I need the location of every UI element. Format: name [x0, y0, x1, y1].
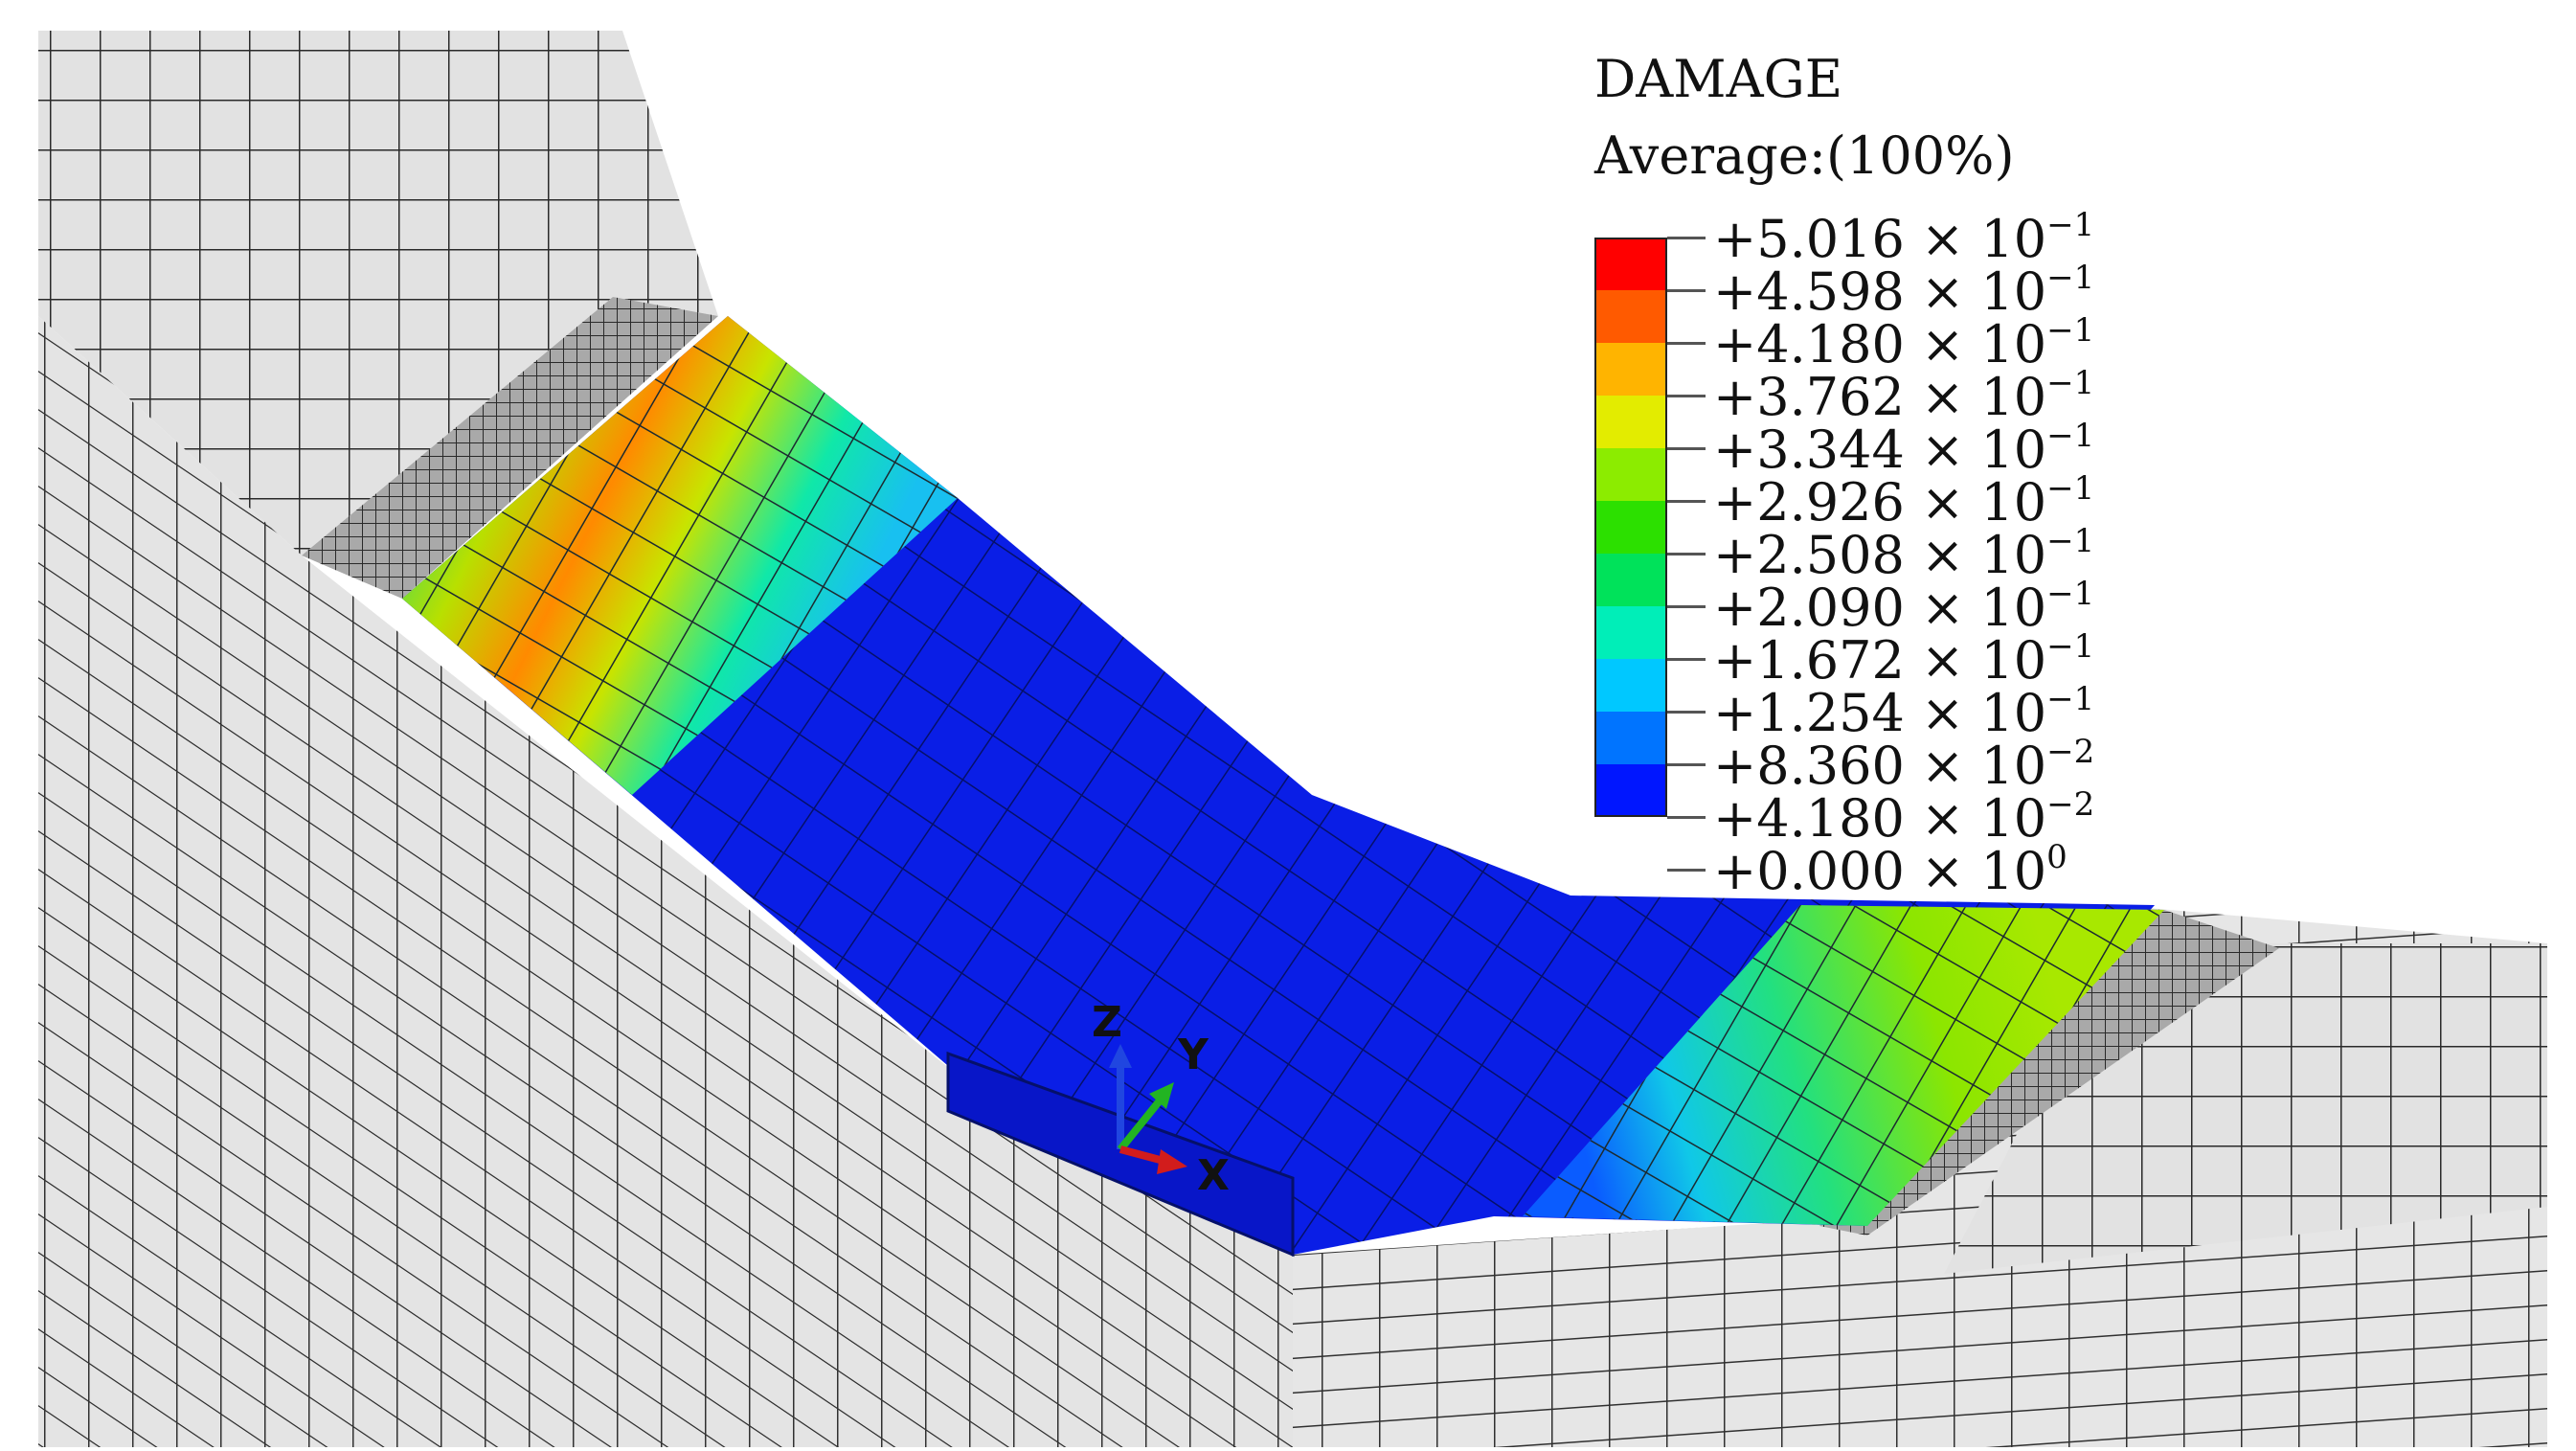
axis-triad: Z Y X — [1092, 998, 1230, 1200]
legend-value-times: × 10 — [1904, 683, 2047, 743]
legend-value-mantissa: +4.180 — [1713, 314, 1905, 374]
liner-end-face — [946, 1051, 1295, 1258]
legend-title: DAMAGE — [1594, 49, 1843, 109]
legend-swatch — [1594, 501, 1667, 554]
legend-swatch — [1594, 396, 1667, 448]
legend-value-label: +0.000 × 100 — [1713, 841, 2068, 897]
legend-value-times: × 10 — [1904, 419, 2047, 480]
legend-value-exponent: −2 — [2046, 733, 2095, 771]
legend-value-exponent: −2 — [2046, 785, 2095, 824]
legend-value-mantissa: +2.090 — [1713, 578, 1905, 638]
legend-value-exponent: −1 — [2046, 469, 2095, 508]
legend-swatch — [1594, 238, 1667, 290]
legend-value-mantissa: +4.598 — [1713, 261, 1905, 322]
legend-value-mantissa: +1.254 — [1713, 683, 1905, 743]
legend-value-times: × 10 — [1904, 788, 2047, 849]
legend-value-label: +3.762 × 10−1 — [1713, 367, 2094, 423]
legend-value-exponent: −1 — [2046, 575, 2095, 613]
legend-value-label: +4.180 × 10−1 — [1713, 314, 2094, 371]
legend-swatch — [1594, 290, 1667, 343]
legend-tick — [1667, 342, 1706, 345]
z-axis-label: Z — [1092, 998, 1122, 1047]
legend-value-label: +4.180 × 10−2 — [1713, 788, 2094, 845]
legend-tick — [1667, 658, 1706, 661]
legend-value-times: × 10 — [1904, 367, 2047, 427]
legend-value-exponent: −1 — [2046, 364, 2095, 402]
legend-value-label: +8.360 × 10−2 — [1713, 736, 2094, 792]
legend-value-times: × 10 — [1904, 525, 2047, 585]
legend-value-mantissa: +8.360 — [1713, 736, 1905, 796]
legend-value-times: × 10 — [1904, 314, 2047, 374]
legend-swatch — [1594, 554, 1667, 606]
left-slope-face — [38, 316, 1293, 1447]
legend-tick — [1667, 447, 1706, 450]
legend-swatch — [1594, 606, 1667, 659]
legend-value-times: × 10 — [1904, 841, 2047, 901]
legend-value-times: × 10 — [1904, 578, 2047, 638]
legend-swatch — [1594, 343, 1667, 396]
legend-tick — [1667, 500, 1706, 503]
legend-tick — [1667, 869, 1706, 872]
legend-value-times: × 10 — [1904, 630, 2047, 691]
legend-swatch — [1594, 448, 1667, 501]
legend-value-label: +1.254 × 10−1 — [1713, 683, 2094, 739]
legend-value-exponent: −1 — [2046, 206, 2095, 244]
legend-value-exponent: −1 — [2046, 259, 2095, 297]
legend-tick — [1667, 816, 1706, 819]
legend-subtitle: Average:(100%) — [1594, 125, 2015, 186]
legend-value-mantissa: +4.180 — [1713, 788, 1905, 849]
legend-value-mantissa: +2.926 — [1713, 472, 1905, 533]
legend-tick — [1667, 763, 1706, 766]
legend-tick — [1667, 605, 1706, 608]
legend-value-label: +3.344 × 10−1 — [1713, 419, 2094, 476]
legend-value-times: × 10 — [1904, 472, 2047, 533]
legend-tick — [1667, 553, 1706, 555]
x-axis-label: X — [1197, 1151, 1230, 1200]
legend-value-exponent: 0 — [2046, 838, 2068, 876]
legend-value-mantissa: +1.672 — [1713, 630, 1905, 691]
x-axis-arrow — [1119, 1145, 1165, 1165]
legend-value-times: × 10 — [1904, 209, 2047, 269]
legend-value-exponent: −1 — [2046, 417, 2095, 455]
legend-value-label: +2.090 × 10−1 — [1713, 578, 2094, 634]
legend-value-label: +5.016 × 10−1 — [1713, 209, 2094, 265]
legend-value-exponent: −1 — [2046, 680, 2095, 718]
legend-tick — [1667, 289, 1706, 292]
legend-swatch — [1594, 764, 1667, 817]
left-ground-surface — [38, 31, 718, 555]
legend-value-mantissa: +2.508 — [1713, 525, 1905, 585]
legend-value-times: × 10 — [1904, 261, 2047, 322]
y-axis-label: Y — [1177, 1031, 1209, 1079]
legend-swatch — [1594, 659, 1667, 712]
legend-tick — [1667, 711, 1706, 714]
left-crest-fine-mesh — [302, 297, 718, 599]
legend-value-mantissa: +3.344 — [1713, 419, 1905, 480]
legend-value-label: +2.926 × 10−1 — [1713, 472, 2094, 529]
legend-tick — [1667, 237, 1706, 239]
y-axis-arrow — [1117, 1097, 1164, 1152]
legend-value-mantissa: +3.762 — [1713, 367, 1905, 427]
legend-value-mantissa: +5.016 — [1713, 209, 1905, 269]
legend-value-exponent: −1 — [2046, 627, 2095, 666]
legend-swatch — [1594, 712, 1667, 764]
legend-value-label: +2.508 × 10−1 — [1713, 525, 2094, 581]
legend-value-label: +4.598 × 10−1 — [1713, 261, 2094, 318]
legend-value-mantissa: +0.000 — [1713, 841, 1905, 901]
legend-value-times: × 10 — [1904, 736, 2047, 796]
legend-value-label: +1.672 × 10−1 — [1713, 630, 2094, 687]
damage-legend: DAMAGE Average:(100%) +5.016 × 10−1 +4.59… — [1594, 46, 2456, 908]
legend-value-exponent: −1 — [2046, 311, 2095, 350]
legend-tick — [1667, 395, 1706, 397]
legend-value-exponent: −1 — [2046, 522, 2095, 560]
